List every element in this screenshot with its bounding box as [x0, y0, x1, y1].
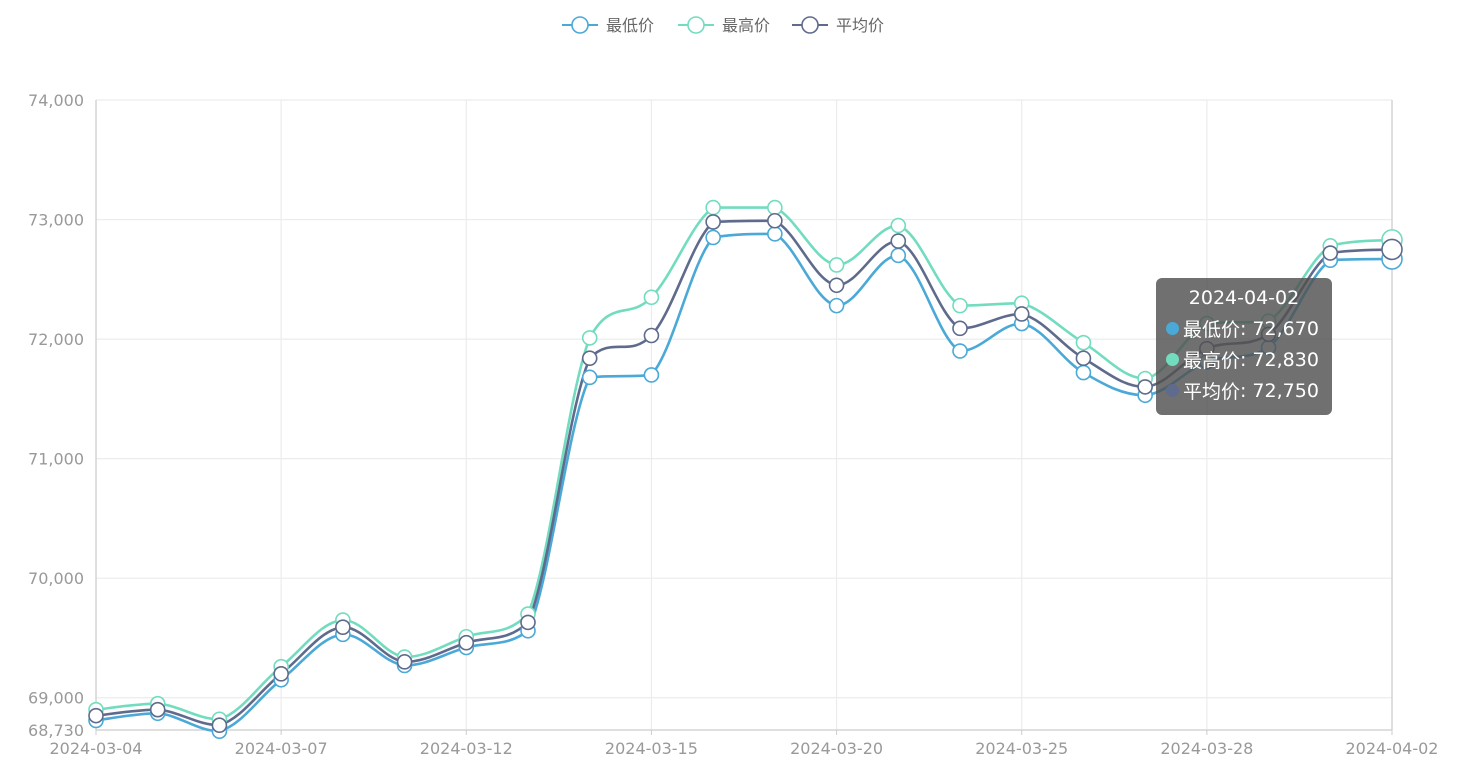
- tooltip-row-label: 最低价: [1183, 319, 1241, 341]
- legend[interactable]: 最低价 最高价 平均价: [562, 16, 884, 35]
- x-tick-label: 2024-03-07: [235, 739, 328, 758]
- circle-line-icon: [801, 16, 819, 34]
- data-point: [643, 327, 660, 344]
- y-tick-label: 74,000: [28, 91, 84, 110]
- data-point: [767, 199, 783, 216]
- data-point: [581, 330, 598, 346]
- circle-line-icon: [571, 16, 589, 34]
- legend-item[interactable]: 平均价: [792, 16, 884, 35]
- series-dot-icon: [1166, 353, 1179, 366]
- data-point: [581, 369, 598, 386]
- data-point: [1322, 245, 1339, 261]
- data-point: [1075, 334, 1092, 351]
- data-point: [1075, 350, 1092, 367]
- legend-item[interactable]: 最高价: [678, 16, 770, 35]
- x-tick-label: 2024-03-04: [50, 739, 143, 758]
- data-point: [952, 343, 968, 359]
- data-point: [828, 277, 845, 294]
- tooltip-row-label: 最高价: [1183, 350, 1241, 372]
- tooltip-row-min: 最低价: 72,670: [1166, 313, 1322, 344]
- x-tick-label: 2024-04-02: [1346, 739, 1439, 758]
- data-point: [705, 214, 721, 230]
- legend-label: 最高价: [722, 16, 770, 35]
- data-point: [211, 717, 228, 734]
- circle-line-icon: [687, 16, 705, 34]
- tooltip-row-value: 72,830: [1252, 348, 1319, 371]
- axes: 74,000 73,000 72,000 71,000 70,000 69,000 68,7…: [28, 91, 1438, 758]
- x-tick-label: 2024-03-15: [605, 739, 698, 758]
- y-tick-label: 71,000: [28, 450, 84, 469]
- x-tick-label: 2024-03-12: [420, 739, 513, 758]
- data-point: [1013, 306, 1030, 322]
- y-tick-label: 72,000: [28, 330, 84, 349]
- data-point: [1137, 379, 1153, 395]
- data-point: [767, 226, 783, 242]
- grid-lines: [95, 99, 1393, 730]
- data-point: [458, 634, 475, 651]
- series-dot-icon: [1166, 384, 1179, 397]
- x-tick-label: 2024-03-20: [790, 739, 883, 758]
- data-point: [705, 199, 721, 216]
- x-tick-label: 2024-03-28: [1160, 739, 1253, 758]
- y-tick-label: 69,000: [28, 689, 84, 708]
- series-dot-icon: [1166, 322, 1179, 335]
- tooltip-row-value: 72,750: [1252, 379, 1319, 402]
- data-point: [890, 247, 907, 264]
- legend-label: 平均价: [836, 16, 884, 35]
- tooltip-row-max: 最高价: 72,830: [1166, 344, 1322, 375]
- data-point: [828, 257, 845, 273]
- data-point: [767, 212, 783, 229]
- y-tick-label: 70,000: [28, 569, 84, 588]
- tooltip-row-value: 72,670: [1252, 317, 1319, 340]
- data-point: [952, 297, 968, 314]
- legend-label: 最低价: [606, 16, 654, 35]
- data-point: [890, 233, 907, 249]
- data-point: [149, 701, 166, 718]
- data-point: [643, 289, 660, 306]
- legend-item[interactable]: 最低价: [562, 16, 654, 35]
- tooltip-row-label: 平均价: [1183, 381, 1241, 403]
- data-point: [520, 614, 536, 631]
- tooltip-row-avg: 平均价: 72,750: [1166, 375, 1322, 406]
- data-point: [273, 666, 289, 682]
- data-point: [952, 320, 968, 337]
- tooltip: 2024-04-02 最低价: 72,670 最高价: 72,830 平均价: …: [1156, 278, 1332, 415]
- data-point: [1381, 238, 1403, 261]
- data-point: [88, 707, 104, 724]
- data-point: [828, 297, 845, 314]
- data-point: [581, 350, 598, 367]
- data-point: [396, 654, 413, 670]
- y-tick-label: 73,000: [28, 211, 84, 230]
- tooltip-title: 2024-04-02: [1188, 287, 1300, 309]
- data-point: [705, 229, 721, 246]
- data-point: [335, 619, 351, 635]
- data-point: [643, 367, 660, 383]
- data-point: [890, 217, 907, 234]
- x-tick-label: 2024-03-25: [975, 739, 1068, 758]
- data-point: [1075, 364, 1092, 381]
- y-tick-label: 68,730: [28, 721, 84, 740]
